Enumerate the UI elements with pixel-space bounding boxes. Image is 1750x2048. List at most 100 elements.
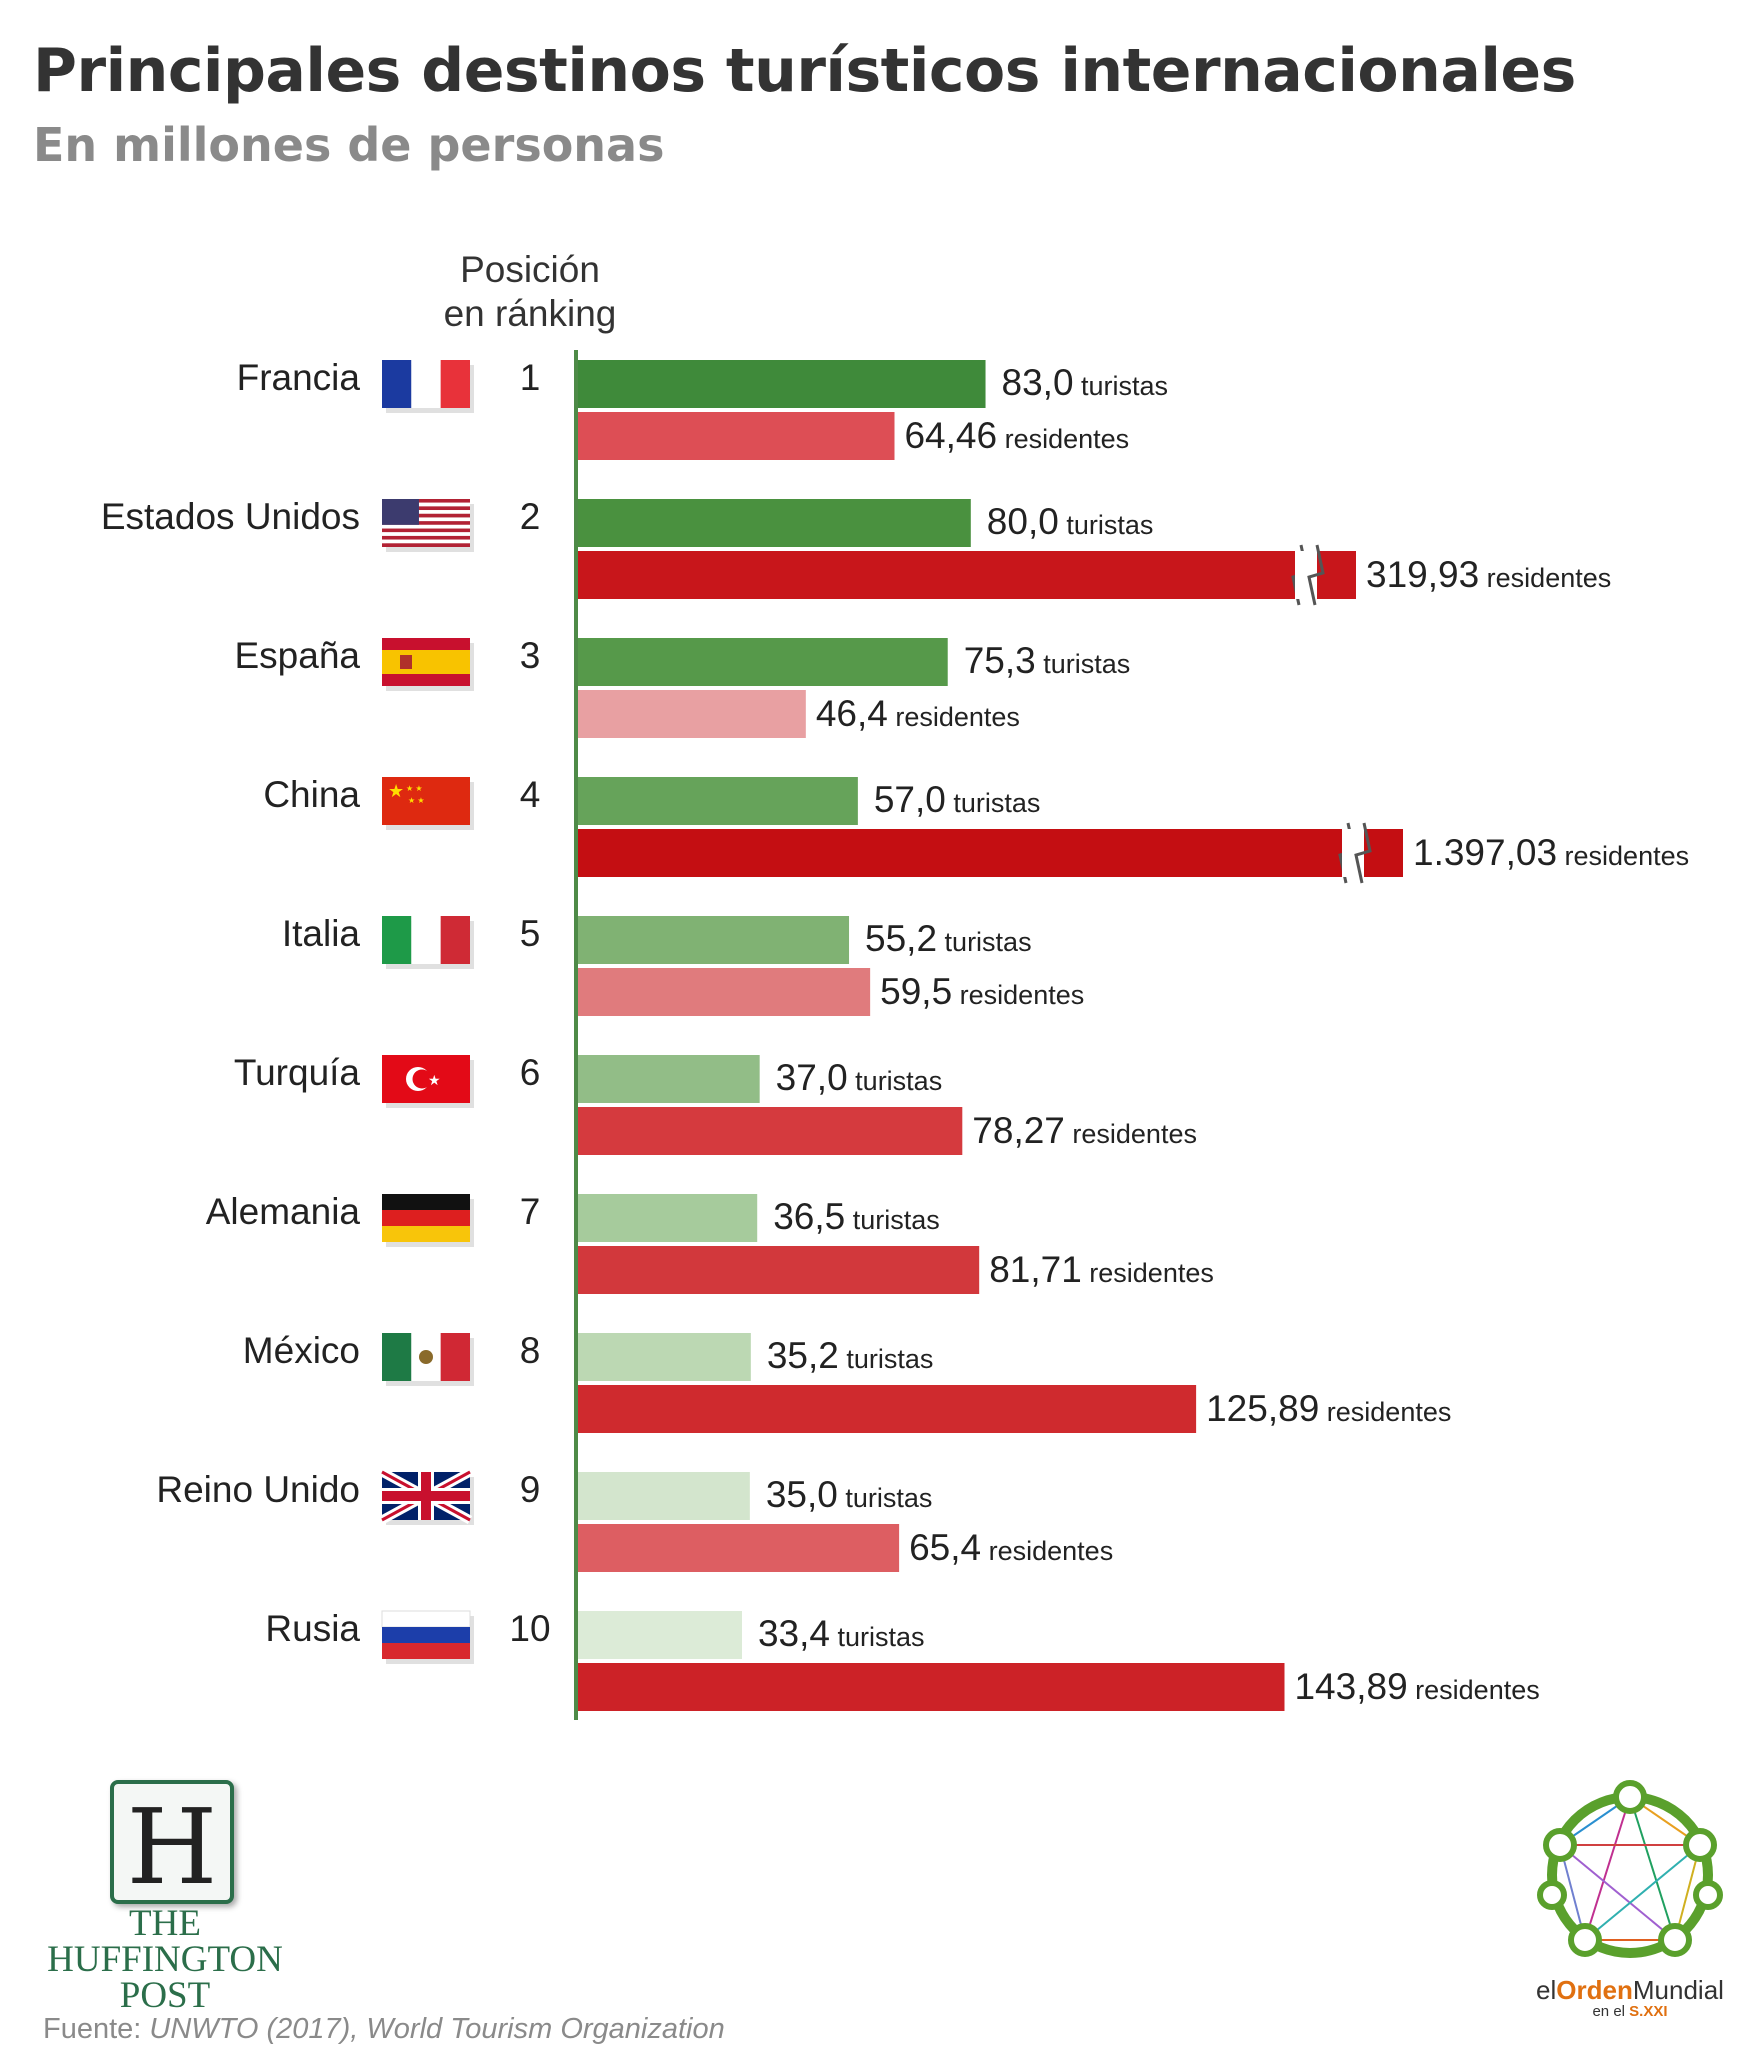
residents-value-label: 78,27 residentes	[972, 1110, 1197, 1151]
rank-number: 7	[520, 1191, 541, 1232]
tourists-value-label: 37,0 turistas	[776, 1057, 943, 1098]
rank-header-line2: en ránking	[443, 293, 617, 334]
svg-text:★: ★	[388, 781, 404, 801]
tourists-value-label: 35,2 turistas	[767, 1335, 934, 1376]
source-label: Fuente:	[43, 2013, 142, 2045]
tourists-value-label: 57,0 turistas	[874, 779, 1041, 820]
el-orden-mundial-tagline: en el S.XXI	[1530, 2003, 1730, 2020]
residents-value-label: 64,46 residentes	[904, 415, 1129, 456]
residents-bar	[578, 1524, 900, 1572]
rank-number: 9	[520, 1469, 541, 1510]
residents-bar	[578, 690, 806, 738]
rank-column-header: Posición en ránking	[420, 248, 640, 336]
svg-text:★ ★: ★ ★	[408, 796, 425, 805]
bar-chart: Francia 1 83,0 turistas 64,46 residentes Est…	[101, 350, 1689, 1720]
source-text: UNWTO (2017), World Tourism Organization	[149, 2013, 725, 2045]
source-note: Fuente: UNWTO (2017), World Tourism Orga…	[43, 2013, 725, 2046]
rank-number: 2	[520, 496, 541, 537]
residents-bar	[578, 551, 1356, 599]
tourists-bar	[578, 1055, 760, 1103]
eom-mundial: Mundial	[1632, 1975, 1724, 2005]
tourists-value-label: 80,0 turistas	[987, 501, 1154, 542]
country-label: España	[235, 635, 361, 676]
tourists-value-label: 36,5 turistas	[773, 1196, 940, 1237]
huffington-post-h-box: H	[110, 1780, 234, 1908]
huffpost-line1: THE	[129, 1903, 201, 1944]
tourists-bar	[578, 1333, 751, 1381]
spain-flag	[382, 638, 474, 691]
residents-bar	[578, 829, 1403, 877]
residents-bar	[578, 412, 895, 460]
rank-number: 6	[520, 1052, 541, 1093]
el-orden-mundial-wordmark: elOrdenMundial	[1530, 1975, 1730, 2006]
country-label: Alemania	[206, 1191, 361, 1232]
germany-flag	[382, 1194, 474, 1247]
svg-text:★ ★: ★ ★	[406, 784, 423, 793]
huffpost-line2: HUFFINGTON	[47, 1939, 283, 1980]
residents-bar	[578, 968, 871, 1016]
tourists-bar	[578, 360, 986, 408]
tourists-value-label: 83,0 turistas	[1002, 362, 1169, 403]
tourists-bar	[578, 777, 858, 825]
uk-flag	[379, 1468, 474, 1525]
country-label: Rusia	[265, 1608, 360, 1649]
residents-value-label: 59,5 residentes	[880, 971, 1084, 1012]
russia-flag	[381, 1610, 474, 1664]
eom-sub-pre: en el	[1592, 2003, 1625, 2020]
rank-number: 4	[520, 774, 541, 815]
residents-value-label: 319,93 residentes	[1366, 554, 1611, 595]
huffpost-line3: POST	[119, 1975, 211, 2016]
svg-text:★: ★	[428, 1072, 441, 1088]
residents-value-label: 65,4 residentes	[909, 1527, 1113, 1568]
country-label: Reino Unido	[156, 1469, 360, 1510]
residents-value-label: 46,4 residentes	[816, 693, 1020, 734]
huffington-post-letter: H	[126, 1786, 218, 1908]
residents-value-label: 81,71 residentes	[989, 1249, 1214, 1290]
italy-flag	[382, 916, 474, 969]
eom-el: el	[1536, 1975, 1557, 2005]
country-label: México	[243, 1330, 360, 1371]
tourists-bar	[578, 916, 850, 964]
tourists-value-label: 35,0 turistas	[766, 1474, 933, 1515]
tourists-bar	[578, 499, 971, 547]
usa-flag	[382, 499, 474, 552]
huffington-post-wordmark: THE HUFFINGTON POST	[40, 1903, 290, 2016]
residents-value-label: 143,89 residentes	[1294, 1666, 1539, 1707]
china-flag: ★ ★ ★★ ★	[382, 777, 474, 830]
country-label: Francia	[237, 357, 361, 398]
rank-number: 3	[520, 635, 541, 676]
tourists-value-label: 55,2 turistas	[865, 918, 1032, 959]
rank-number: 1	[520, 357, 541, 398]
chart-title: Principales destinos turísticos internac…	[33, 36, 1576, 106]
residents-value-label: 125,89 residentes	[1206, 1388, 1451, 1429]
country-label: Estados Unidos	[101, 496, 360, 537]
axis-break-marker	[1307, 544, 1325, 606]
eom-orden: Orden	[1556, 1975, 1633, 2005]
chart-subtitle: En millones de personas	[33, 118, 665, 172]
el-orden-mundial-logo: elOrdenMundial en el S.XXI	[1530, 1775, 1730, 2020]
country-label: Italia	[282, 913, 361, 954]
tourists-bar	[578, 638, 948, 686]
rank-number: 5	[520, 913, 541, 954]
turkey-flag: ★	[382, 1055, 474, 1108]
residents-bar	[578, 1246, 980, 1294]
residents-value-label: 1.397,03 residentes	[1413, 832, 1689, 873]
rank-number: 10	[509, 1608, 550, 1649]
rank-number: 8	[520, 1330, 541, 1371]
residents-bar	[578, 1663, 1285, 1711]
tourists-value-label: 75,3 turistas	[964, 640, 1131, 681]
rank-header-line1: Posición	[460, 249, 600, 290]
residents-bar	[578, 1385, 1197, 1433]
globe-network-icon	[1537, 1780, 1723, 1958]
country-label: Turquía	[234, 1052, 361, 1093]
residents-bar	[578, 1107, 963, 1155]
tourists-bar	[578, 1611, 742, 1659]
country-label: China	[263, 774, 360, 815]
mexico-flag	[382, 1333, 474, 1386]
tourists-bar	[578, 1194, 758, 1242]
axis-break-marker	[1354, 822, 1372, 884]
france-flag	[382, 360, 474, 413]
tourists-value-label: 33,4 turistas	[758, 1613, 925, 1654]
tourists-bar	[578, 1472, 750, 1520]
axis-line	[574, 350, 578, 1720]
